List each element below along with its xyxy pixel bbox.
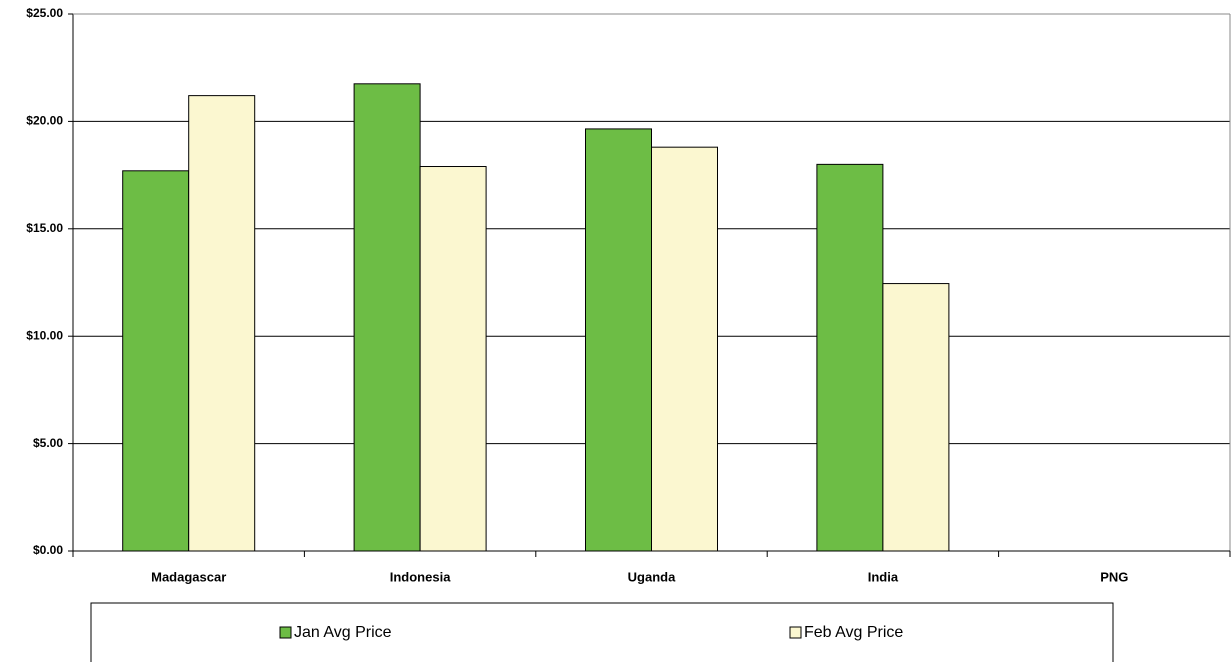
bar <box>651 146 718 552</box>
x-tick-label: Indonesia <box>390 569 451 584</box>
y-tick-label: $15.00 <box>26 221 63 235</box>
legend-label: Feb Avg Price <box>804 624 903 641</box>
bar <box>585 128 652 552</box>
y-tick-label: $20.00 <box>26 114 63 128</box>
y-tick-label: $10.00 <box>26 328 63 342</box>
bar <box>419 166 487 552</box>
y-tick-label: $25.00 <box>26 6 63 20</box>
legend-box <box>90 602 1114 662</box>
legend-swatch <box>789 626 802 639</box>
legend-label: Jan Avg Price <box>294 624 392 641</box>
bar <box>122 170 190 552</box>
bar <box>816 163 884 552</box>
bar <box>882 283 950 552</box>
y-tick-label: $0.00 <box>33 543 63 557</box>
bar <box>353 83 421 552</box>
x-tick-label: Madagascar <box>151 569 226 584</box>
x-tick-label: PNG <box>1100 569 1128 584</box>
bar <box>188 95 256 552</box>
x-tick-label: India <box>868 569 899 584</box>
x-tick-label: Uganda <box>628 569 676 584</box>
y-tick-label: $5.00 <box>33 436 63 450</box>
legend-swatch <box>279 626 292 639</box>
